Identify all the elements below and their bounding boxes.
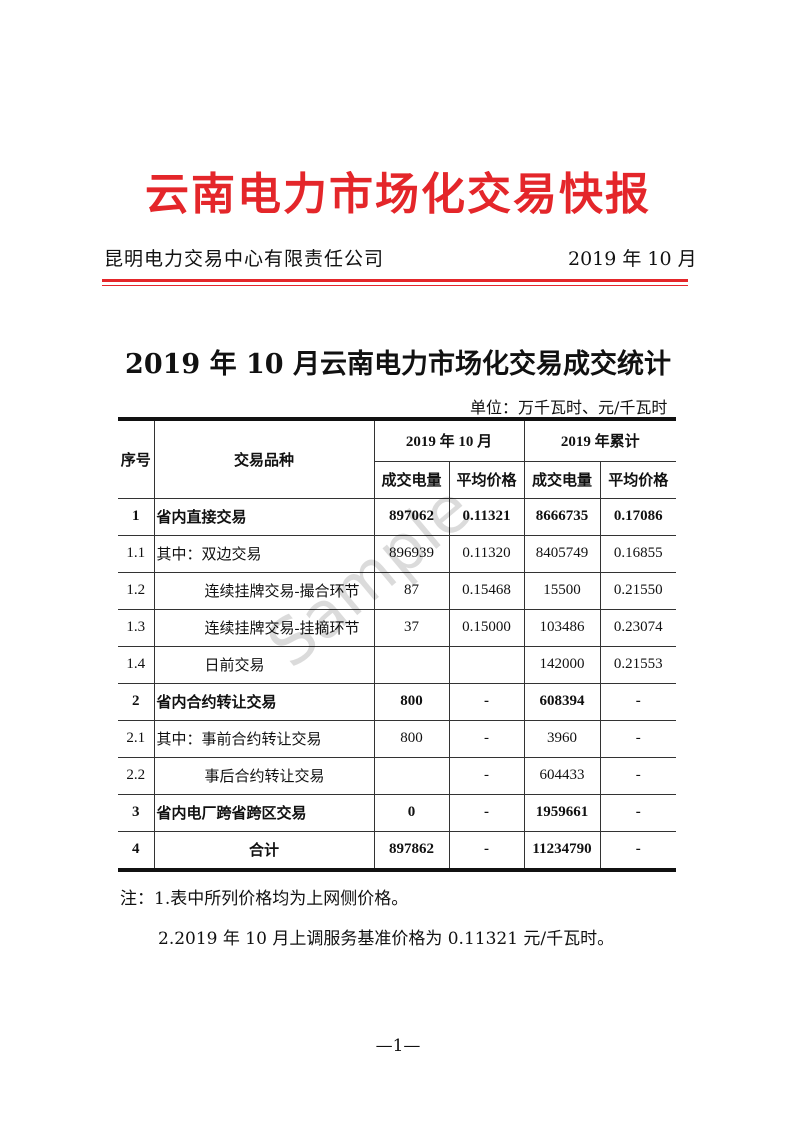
header-type: 交易品种 bbox=[153, 418, 375, 499]
table-row: 1.2 连续挂牌交易-撮合环节 87 0.15468 15500 0.21550 bbox=[118, 571, 676, 610]
cell-seq: 1.4 bbox=[118, 645, 155, 684]
cell-m-vol: 800 bbox=[373, 719, 450, 758]
cell-y-price: 0.16855 bbox=[599, 534, 676, 573]
cell-y-price: 0.17086 bbox=[599, 497, 676, 536]
header-rule-thin bbox=[102, 285, 688, 286]
cell-y-vol: 11234790 bbox=[523, 830, 601, 870]
cell-m-price: - bbox=[448, 793, 525, 832]
cell-m-price: - bbox=[448, 682, 525, 721]
cell-seq: 2 bbox=[118, 682, 155, 721]
header-ytd: 2019 年累计 bbox=[523, 418, 676, 462]
table-row: 2.1 其中：事前合约转让交易 800-3960- bbox=[118, 719, 676, 758]
table-heading: 2019 年 10 月云南电力市场化交易成交统计 bbox=[125, 349, 671, 380]
cell-y-price: 0.21550 bbox=[599, 571, 676, 610]
cell-m-price: - bbox=[448, 830, 525, 870]
cell-seq: 2.1 bbox=[118, 719, 155, 758]
table-row: 1.3 连续挂牌交易-挂摘环节 37 0.15000 103486 0.23074 bbox=[118, 608, 676, 647]
cell-m-price: - bbox=[448, 756, 525, 795]
table-row: 4 合计 897862-11234790- bbox=[118, 830, 676, 870]
cell-seq: 1.3 bbox=[118, 608, 155, 647]
cell-name: 省内电厂跨省跨区交易 bbox=[153, 793, 375, 832]
table-row: 1.4 日前交易 142000 0.21553 bbox=[118, 645, 676, 684]
cell-m-vol: 800 bbox=[373, 682, 450, 721]
cell-m-vol: 897862 bbox=[373, 830, 450, 870]
table-row: 3 省内电厂跨省跨区交易 0-1959661- bbox=[118, 793, 676, 832]
cell-m-price bbox=[448, 645, 525, 684]
note-1: 注：1.表中所列价格均为上网侧价格。 bbox=[120, 889, 409, 909]
cell-y-price: 0.21553 bbox=[599, 645, 676, 684]
cell-y-vol: 8666735 bbox=[523, 497, 601, 536]
cell-seq: 2.2 bbox=[118, 756, 155, 795]
header-month-price: 平均价格 bbox=[448, 460, 525, 499]
cell-y-vol: 604433 bbox=[523, 756, 601, 795]
cell-m-vol: 87 bbox=[373, 571, 450, 610]
note-2: 2.2019 年 10 月上调服务基准价格为 0.11321 元/千瓦时。 bbox=[158, 929, 615, 949]
cell-name: 省内合约转让交易 bbox=[153, 682, 375, 721]
cell-m-vol: 897062 bbox=[373, 497, 450, 536]
cell-y-price: 0.23074 bbox=[599, 608, 676, 647]
cell-y-price: - bbox=[599, 682, 676, 721]
cell-y-vol: 1959661 bbox=[523, 793, 601, 832]
cell-m-vol bbox=[373, 756, 450, 795]
cell-name: 事后合约转让交易 bbox=[153, 756, 375, 795]
cell-m-vol bbox=[373, 645, 450, 684]
cell-name: 其中：事前合约转让交易 bbox=[153, 719, 375, 758]
cell-seq: 1 bbox=[118, 497, 155, 536]
report-title: 云南电力市场化交易快报 bbox=[145, 169, 651, 220]
cell-name: 连续挂牌交易-挂摘环节 bbox=[153, 608, 375, 647]
cell-m-price: 0.15000 bbox=[448, 608, 525, 647]
cell-name: 连续挂牌交易-撮合环节 bbox=[153, 571, 375, 610]
page-number: —1— bbox=[375, 1036, 421, 1056]
header-ytd-volume: 成交电量 bbox=[523, 460, 601, 499]
header-ytd-price: 平均价格 bbox=[599, 460, 676, 499]
cell-m-price: 0.11321 bbox=[448, 497, 525, 536]
cell-y-price: - bbox=[599, 793, 676, 832]
table-row: 1.1 其中：双边交易 896939 0.11320 8405749 0.16855 bbox=[118, 534, 676, 573]
table-row: 2 省内合约转让交易 800-608394- bbox=[118, 682, 676, 721]
cell-m-vol: 0 bbox=[373, 793, 450, 832]
cell-m-vol: 37 bbox=[373, 608, 450, 647]
cell-m-vol: 896939 bbox=[373, 534, 450, 573]
cell-m-price: 0.11320 bbox=[448, 534, 525, 573]
cell-y-price: - bbox=[599, 719, 676, 758]
header-month: 2019 年 10 月 bbox=[373, 418, 525, 462]
cell-seq: 4 bbox=[118, 830, 155, 870]
cell-y-vol: 142000 bbox=[523, 645, 601, 684]
header-seq: 序号 bbox=[118, 418, 155, 499]
cell-seq: 3 bbox=[118, 793, 155, 832]
cell-name: 日前交易 bbox=[153, 645, 375, 684]
cell-y-price: - bbox=[599, 756, 676, 795]
organization: 昆明电力交易中心有限责任公司 bbox=[104, 248, 385, 270]
cell-m-price: - bbox=[448, 719, 525, 758]
table-row: 2.2 事后合约转让交易 -604433- bbox=[118, 756, 676, 795]
cell-name: 其中：双边交易 bbox=[153, 534, 375, 573]
cell-name: 合计 bbox=[153, 830, 375, 870]
statistics-table: 序号 交易品种 2019 年 10 月 2019 年累计 成交电量 平均价格 成… bbox=[118, 417, 676, 872]
header-rule bbox=[102, 279, 688, 282]
cell-seq: 1.1 bbox=[118, 534, 155, 573]
cell-y-vol: 103486 bbox=[523, 608, 601, 647]
cell-y-vol: 608394 bbox=[523, 682, 601, 721]
cell-y-vol: 8405749 bbox=[523, 534, 601, 573]
cell-y-vol: 15500 bbox=[523, 571, 601, 610]
cell-y-price: - bbox=[599, 830, 676, 870]
cell-name: 省内直接交易 bbox=[153, 497, 375, 536]
cell-y-vol: 3960 bbox=[523, 719, 601, 758]
cell-seq: 1.2 bbox=[118, 571, 155, 610]
cell-m-price: 0.15468 bbox=[448, 571, 525, 610]
header-month-volume: 成交电量 bbox=[374, 460, 450, 499]
issue-date: 2019 年 10 月 bbox=[568, 248, 697, 270]
unit-label: 单位：万千瓦时、元/千瓦时 bbox=[470, 398, 668, 417]
table-row: 1 省内直接交易 897062 0.11321 8666735 0.17086 bbox=[118, 497, 676, 536]
